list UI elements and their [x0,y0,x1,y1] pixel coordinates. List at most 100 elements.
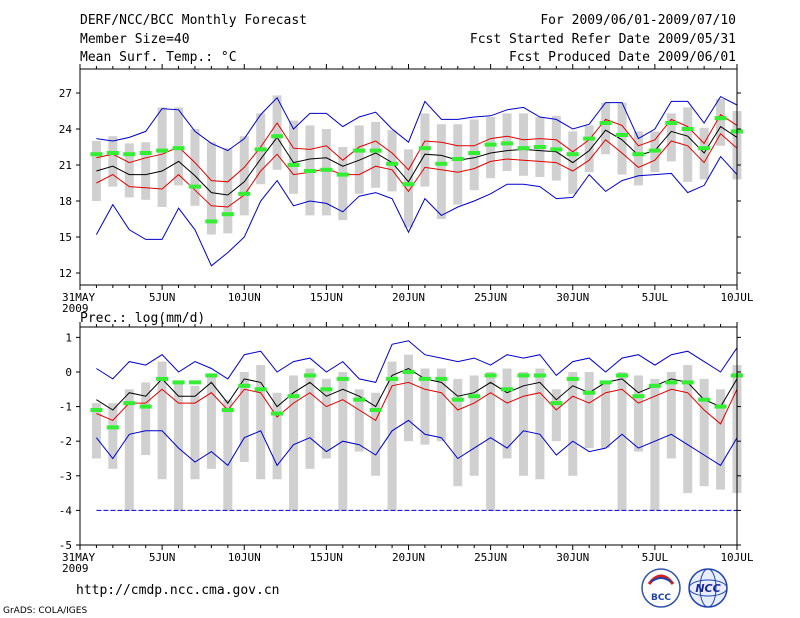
temp-ensemble-box [321,129,331,216]
prec-median-marker [336,376,349,381]
precip-panel-title: Prec.: log(mm/d) [80,311,205,326]
temp-median-marker [287,163,300,167]
prec-ensemble-box [436,368,446,442]
prec-ensemble-box [371,392,381,476]
temp-median-marker [172,146,185,151]
prec-y-tick-label: 0 [65,366,72,379]
prec-ensemble-box [157,361,167,480]
prec-median-marker [616,373,629,378]
temp-ensemble-box [157,107,167,207]
prec-ensemble-box [699,378,709,487]
prec-median-marker [402,369,415,374]
prec-y-tick-label: 1 [65,331,72,344]
prec-ensemble-box [453,378,463,487]
prec-median-marker [254,387,267,392]
forecast-produced-date: Fcst Produced Date 2009/06/01 [509,50,736,65]
temp-ensemble-box [404,149,413,228]
temp-median-marker [648,148,661,153]
prec-median-marker [353,397,366,402]
temp-spread-low-line [96,133,738,208]
prec-x-tick-label: 25JUN [474,551,507,564]
temp-x-tick-label: 10JUN [228,291,261,304]
temp-ensemble-box [617,102,627,175]
temp-ensemble-box [436,124,446,219]
temp-ensemble-box [289,120,299,194]
prec-ensemble-box [387,361,397,511]
prec-spread-low-line [96,381,738,425]
temp-median-marker [501,141,514,146]
temp-x-tick-label: 30JUN [556,291,589,304]
ncc-logo: NCC [688,568,728,608]
prec-x-tick-label: 5JUN [149,551,176,564]
temp-ensemble-box [223,148,233,234]
temp-median-marker [386,161,399,166]
temp-median-marker [599,121,612,125]
temp-median-marker [156,148,169,153]
temp-median-marker [517,146,530,151]
temp-median-marker [550,147,563,152]
temp-median-marker [353,148,366,153]
temp-median-marker [402,182,415,187]
temp-median-marker [271,134,284,139]
prec-y-tick-label: -5 [59,539,72,552]
prec-median-marker [648,383,661,388]
temp-x-tick-label: 5JUN [149,291,176,304]
prec-ensemble-box [584,371,594,449]
temp-y-tick-label: 18 [59,195,72,208]
prec-median-marker [188,380,201,385]
temp-median-marker [533,145,546,149]
prec-y-tick-label: -3 [59,470,72,483]
prec-ensemble-box [108,403,118,469]
forecast-period: For 2009/06/01-2009/07/10 [540,13,736,28]
prec-x-tick-label: 20JUN [392,551,425,564]
prec-median-marker [583,390,596,395]
temp-median-marker [106,151,119,155]
prec-median-marker [369,408,382,413]
temp-min-line [95,155,738,267]
prec-median-marker [221,408,234,413]
prec-median-marker [123,401,136,406]
temp-y-tick-label: 24 [59,123,73,136]
temp-median-marker [320,167,333,172]
prec-ensemble-box [223,399,233,511]
temp-x-tick-label: 5JUL [642,291,669,304]
prec-ensemble-box [256,365,266,480]
variable-label: Mean Surf. Temp.: °C [80,50,237,65]
temp-ensemble-box [683,107,693,182]
temp-median-marker [254,147,267,152]
prec-ensemble-box [551,389,561,442]
temp-median-marker [205,219,218,224]
temp-median-marker [665,121,678,125]
prec-ensemble-box [601,382,611,449]
temp-median-marker [418,146,431,151]
prec-median-marker [698,397,711,402]
prec-ensemble-box [683,365,693,494]
prec-median-marker [632,394,645,399]
prec-median-marker [418,376,431,381]
prec-median-marker [533,373,546,378]
temp-mean-line [96,125,738,196]
temp-ensemble-box [518,113,528,176]
prec-ensemble-box [305,368,315,469]
prec-ensemble-box [272,392,282,480]
temp-median-marker [336,172,349,177]
prec-x-tick-label: 5JUL [642,551,669,564]
temp-x-tick-label: 20JUN [392,291,425,304]
prec-ensemble-box [420,368,430,445]
temp-ensemble-box [272,95,282,170]
prec-median-marker [156,376,169,381]
bcc-logo: BCC [641,568,681,608]
prec-ensemble-box [206,375,216,469]
prec-median-marker [386,376,399,381]
prec-ensemble-box [190,385,200,480]
temp-y-tick-label: 27 [59,87,72,100]
prec-ensemble-box [518,371,528,476]
prec-y-tick-label: -4 [59,504,73,517]
member-size: Member Size=40 [80,32,190,47]
temp-ensemble-box [387,130,397,192]
prec-y-tick-label: -1 [59,401,72,414]
prec-ensemble-box [486,371,496,511]
forecast-started-date: Fcst Started Refer Date 2009/05/31 [470,32,736,47]
prec-min-line [96,419,738,467]
